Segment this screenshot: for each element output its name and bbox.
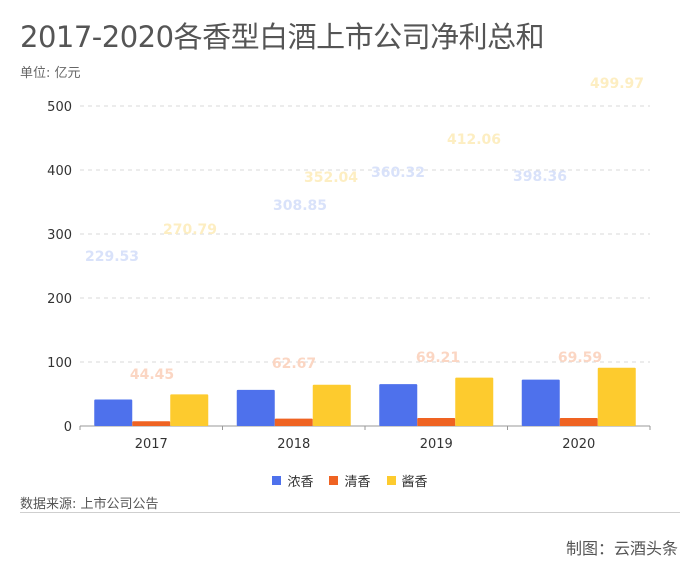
- data-label-浓香-2018: 308.85: [273, 198, 327, 214]
- legend-item-酱香[interactable]: 酱香: [386, 471, 428, 490]
- legend-item-清香[interactable]: 清香: [329, 471, 371, 490]
- bar-清香-2018: [274, 418, 313, 426]
- chart-title: 2017-2020各香型白酒上市公司净利总和: [20, 20, 545, 54]
- data-label-浓香-2020: 398.36: [513, 169, 567, 185]
- credit-label: 制图：云酒头条: [565, 539, 678, 558]
- bar-清香-2019: [417, 418, 456, 426]
- bar-浓香-2019: [379, 384, 418, 426]
- bar-浓香-2017: [94, 399, 133, 426]
- legend-swatch-浓香: [272, 476, 282, 485]
- data-label-酱香-2018: 352.04: [304, 170, 358, 186]
- data-label-浓香-2019: 360.32: [371, 165, 425, 181]
- bar-酱香-2019: [455, 377, 494, 426]
- bar-酱香-2020: [597, 367, 636, 426]
- divider: [20, 512, 680, 513]
- bar-浓香-2020: [521, 379, 560, 426]
- x-tick-label-2020: 2020: [562, 437, 595, 452]
- data-label-清香-2018: 62.67: [272, 356, 316, 372]
- data-label-酱香-2017: 270.79: [163, 222, 217, 238]
- unit-label: 单位: 亿元: [20, 66, 81, 81]
- bar-浓香-2018: [236, 389, 275, 426]
- bar-酱香-2018: [312, 384, 351, 426]
- y-tick-label-0: 0: [64, 420, 72, 435]
- legend: 浓香 清香 酱香: [0, 471, 700, 490]
- y-tick-label-400: 400: [47, 164, 72, 179]
- data-label-酱香-2020: 499.97: [590, 76, 644, 92]
- bar-chart: 0 100 200 300 400 500 2017 229.53 44.45 270.79 201…: [47, 76, 651, 452]
- bar-酱香-2017: [170, 394, 209, 426]
- data-label-清香-2020: 69.59: [558, 350, 602, 366]
- x-tick-label-2019: 2019: [420, 437, 453, 452]
- legend-label-酱香: 酱香: [401, 475, 428, 490]
- legend-label-浓香: 浓香: [287, 475, 314, 490]
- data-label-清香-2019: 69.21: [416, 350, 460, 366]
- y-tick-label-500: 500: [47, 100, 72, 115]
- x-tick-label-2018: 2018: [277, 437, 310, 452]
- legend-swatch-清香: [329, 476, 339, 485]
- source-note: 数据来源: 上市公司公告: [20, 497, 159, 512]
- data-label-清香-2017: 44.45: [130, 367, 174, 383]
- data-label-酱香-2019: 412.06: [447, 132, 501, 148]
- y-tick-label-100: 100: [47, 356, 72, 371]
- y-tick-label-200: 200: [47, 292, 72, 307]
- legend-swatch-酱香: [386, 476, 396, 485]
- x-tick-label-2017: 2017: [135, 437, 168, 452]
- bar-清香-2017: [132, 421, 171, 426]
- data-label-浓香-2017: 229.53: [85, 249, 139, 265]
- legend-label-清香: 清香: [344, 475, 371, 490]
- legend-item-浓香[interactable]: 浓香: [272, 471, 313, 490]
- y-tick-label-300: 300: [47, 228, 72, 243]
- bar-清香-2020: [559, 418, 598, 426]
